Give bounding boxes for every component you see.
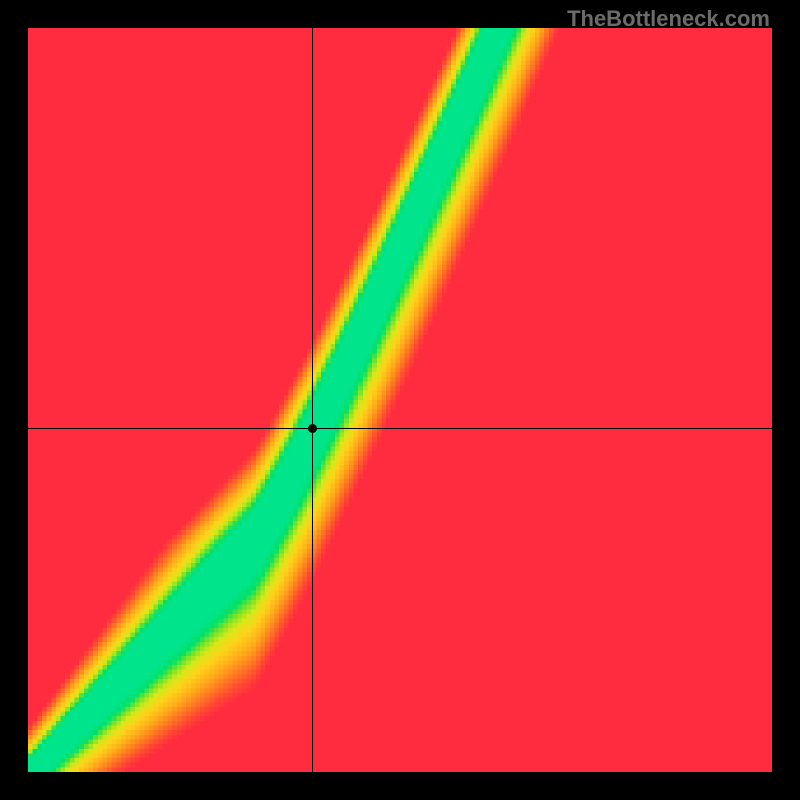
- crosshair-horizontal: [28, 428, 772, 429]
- watermark-text: TheBottleneck.com: [567, 6, 770, 32]
- bottleneck-heatmap: [28, 28, 772, 772]
- chart-container: TheBottleneck.com: [0, 0, 800, 800]
- crosshair-vertical: [312, 28, 313, 772]
- selection-marker: [308, 424, 317, 433]
